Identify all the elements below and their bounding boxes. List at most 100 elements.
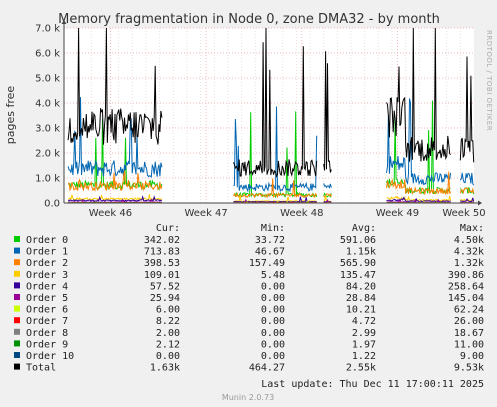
legend-series-name: Order 3	[26, 270, 68, 281]
x-tick-label: Week 48	[280, 208, 323, 219]
legend-value: 157.49	[249, 258, 285, 269]
legend-value: 4.32k	[454, 247, 484, 258]
legend-swatch	[14, 270, 20, 277]
legend-value: 11.00	[454, 339, 484, 350]
legend-value: 26.00	[454, 316, 484, 327]
legend-value: 9.00	[460, 351, 484, 362]
legend-series-name: Order 10	[26, 351, 74, 362]
legend-value: 2.12	[156, 339, 180, 350]
y-tick-label: 4.0 k	[35, 99, 60, 110]
legend-value: 390.86	[448, 270, 484, 281]
legend-value: 0.00	[261, 305, 285, 316]
legend-value: 0.00	[261, 293, 285, 304]
legend-swatch	[14, 328, 20, 335]
legend-value: 1.97	[352, 339, 376, 350]
last-update: Last update: Thu Dec 11 17:00:11 2025	[261, 379, 484, 390]
legend-value: 6.00	[156, 305, 180, 316]
legend-value: 135.47	[340, 270, 376, 281]
legend-series-name: Order 7	[26, 316, 68, 327]
legend-series-name: Order 6	[26, 305, 68, 316]
legend-column-header: Avg:	[352, 223, 376, 234]
chart-title: Memory fragmentation in Node 0, zone DMA…	[58, 12, 440, 27]
y-tick-label: 7.0 k	[35, 24, 60, 35]
y-tick-label: 2.0 k	[35, 149, 60, 160]
legend-value: 0.00	[261, 328, 285, 339]
legend-swatch	[14, 247, 20, 254]
legend-series-name: Order 4	[26, 281, 68, 292]
legend-series-name: Order 9	[26, 339, 68, 350]
legend-series-name: Order 5	[26, 293, 68, 304]
series-line-total	[67, 27, 475, 178]
y-tick-label: 1.0 k	[35, 174, 60, 185]
x-tick-label: Week 49	[376, 208, 419, 219]
legend-series-name: Order 8	[26, 328, 68, 339]
legend-swatch	[14, 294, 20, 300]
legend-swatch	[14, 305, 20, 312]
legend-value: 1.63k	[150, 363, 180, 374]
legend-value: 57.52	[150, 281, 180, 292]
series-line-order-1	[67, 97, 475, 193]
x-tick-label: Week 46	[89, 208, 132, 219]
y-axis-label: pages free	[4, 86, 17, 145]
legend-swatch	[14, 340, 20, 347]
legend-value: 2.99	[352, 328, 376, 339]
legend-value: 713.83	[144, 247, 180, 258]
legend-value: 0.00	[261, 339, 285, 350]
legend-series-name: Total	[26, 363, 56, 374]
y-tick-label: 3.0 k	[35, 124, 60, 135]
legend-value: 33.72	[255, 235, 285, 246]
legend-value: 25.94	[150, 293, 180, 304]
legend-value: 28.84	[346, 293, 376, 304]
legend-value: 1.22	[352, 351, 376, 362]
legend-value: 0.00	[156, 351, 180, 362]
legend-swatch	[14, 282, 20, 289]
legend-value: 0.00	[261, 316, 285, 327]
legend-column-header: Cur:	[156, 223, 180, 234]
legend-value: 4.72	[352, 316, 376, 327]
legend-swatch	[14, 236, 20, 242]
legend-value: 4.50k	[454, 235, 484, 246]
legend-value: 84.20	[346, 281, 376, 292]
side-label: RRDTOOL / TOBI OETIKER	[485, 30, 493, 131]
y-tick-label: 6.0 k	[35, 49, 60, 60]
legend-value: 5.48	[261, 270, 285, 281]
legend-value: 464.27	[249, 363, 285, 374]
legend-value: 18.67	[454, 328, 484, 339]
series-line-order-2	[67, 170, 475, 199]
legend-value: 398.53	[144, 258, 180, 269]
legend-value: 1.32k	[454, 258, 484, 269]
legend-value: 145.04	[448, 293, 484, 304]
axes: 0.0 1.0 k 2.0 k 3.0 k 4.0 k 5.0 k 6.0 k 7.0 k We…	[35, 20, 486, 219]
legend-value: 1.15k	[346, 247, 376, 258]
legend-value: 342.02	[144, 235, 180, 246]
y-tick-label: 5.0 k	[35, 74, 60, 85]
legend-value: 258.64	[448, 281, 484, 292]
legend-value: 0.00	[261, 281, 285, 292]
legend-value: 2.55k	[346, 363, 376, 374]
legend-swatch	[14, 363, 20, 370]
legend-value: 109.01	[144, 270, 180, 281]
legend-value: 10.21	[346, 305, 376, 316]
legend-series-name: Order 0	[26, 235, 68, 246]
legend-value: 2.00	[156, 328, 180, 339]
legend-swatch	[14, 259, 20, 266]
munin-version: Munin 2.0.73	[222, 393, 274, 402]
x-axis-arrow	[478, 200, 482, 206]
legend-value: 46.67	[255, 247, 285, 258]
legend-column-header: Max:	[460, 223, 484, 234]
x-tick-label: Week 50	[442, 208, 485, 219]
legend-value: 591.06	[340, 235, 376, 246]
y-tick-label: 0.0	[44, 199, 60, 210]
legend-value: 0.00	[261, 351, 285, 362]
legend-series-name: Order 2	[26, 258, 68, 269]
legend-column-header: Min:	[261, 223, 285, 234]
y-axis-arrow	[61, 20, 67, 24]
legend-swatch	[14, 317, 20, 324]
x-tick-label: Week 47	[184, 208, 227, 219]
legend-swatch	[14, 352, 20, 358]
legend-value: 9.53k	[454, 363, 484, 374]
legend-value: 565.90	[340, 258, 376, 269]
series-line-order-4	[67, 195, 475, 203]
legend: Cur: Min: Avg: Max: Order 0 342.02 33.72 591.06…	[14, 223, 484, 374]
